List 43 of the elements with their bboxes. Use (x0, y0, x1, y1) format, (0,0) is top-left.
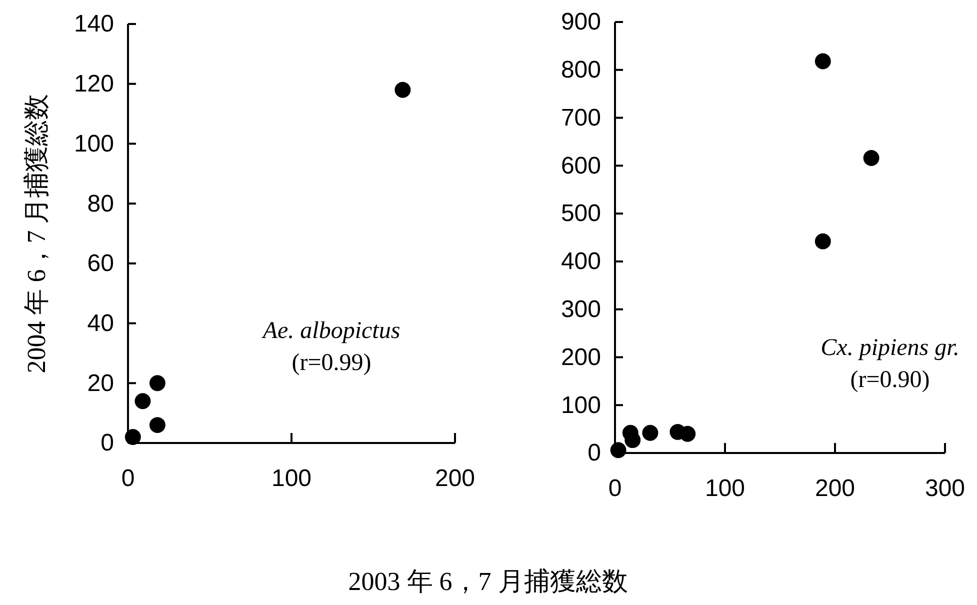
annotation: Ae. albopictus (260, 318, 400, 344)
point (124, 429, 141, 445)
y-tick-label: 200 (560, 344, 601, 371)
annotation: (r=0.99) (292, 350, 372, 376)
point (863, 150, 880, 166)
y-tick-label: 20 (87, 370, 114, 397)
x-tick-label: 200 (434, 465, 476, 492)
point (394, 82, 411, 98)
x-tick-label: 0 (121, 465, 135, 492)
annotation: Cx. pipiens gr. (820, 335, 960, 361)
y-tick-label: 80 (87, 190, 114, 218)
x-axis-title: 2003 年 6，7 月捕獲総数 (348, 567, 628, 596)
y-tick-label: 600 (560, 152, 601, 180)
point (814, 233, 831, 250)
y-tick-label: 60 (87, 250, 114, 278)
point (149, 375, 166, 392)
y-axis-title: 2004 年 6，7 月捕獲総数 (22, 94, 51, 374)
point (624, 432, 641, 448)
y-tick-label: 0 (588, 440, 601, 467)
point (680, 426, 696, 442)
y-tick-label: 100 (74, 130, 114, 158)
y-tick-label: 500 (560, 200, 601, 228)
y-tick-label: 400 (560, 248, 601, 276)
x-tick-label: 100 (271, 465, 312, 492)
y-tick-label: 0 (100, 430, 114, 457)
y-tick-label: 40 (87, 310, 114, 337)
y-tick-label: 300 (560, 296, 601, 324)
x-tick-label: 200 (814, 475, 856, 502)
y-tick-label: 100 (560, 392, 601, 419)
y-tick-label: 800 (560, 56, 601, 84)
point (642, 424, 658, 441)
point (134, 393, 151, 410)
y-tick-label: 140 (74, 10, 114, 38)
x-tick-label: 300 (924, 475, 966, 502)
x-tick-label: 0 (608, 475, 622, 502)
y-tick-label: 700 (560, 104, 601, 132)
x-tick-label: 100 (704, 475, 746, 502)
point (814, 53, 831, 70)
y-tick-label: 120 (74, 70, 114, 98)
point (149, 417, 166, 434)
annotation: (r=0.90) (850, 367, 930, 393)
y-tick-label: 900 (560, 8, 601, 36)
point (610, 442, 626, 458)
